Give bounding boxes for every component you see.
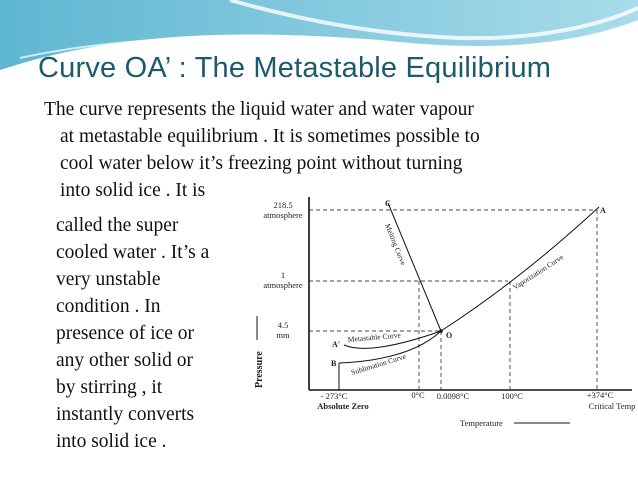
body-line: cool water below it’s freezing point wit…	[60, 153, 463, 174]
metastable-curve	[343, 330, 442, 349]
label-0-0098c: 0.0098°C	[437, 391, 470, 401]
label-1: 1	[281, 270, 285, 280]
body-line: The curve represents the liquid water an…	[44, 99, 474, 120]
body-line: instantly converts	[56, 404, 195, 425]
body-line: very unstable	[56, 269, 161, 290]
label-218-5: 218.5	[273, 200, 292, 210]
label-atmosphere: atmosphere	[263, 280, 302, 290]
slide-title: Curve OA’ : The Metastable Equilibrium	[38, 52, 552, 84]
label-100c: 100°C	[501, 391, 523, 401]
triple-point	[439, 329, 443, 333]
body-line: by stirring , it	[56, 377, 163, 398]
label-374c: +374°C	[587, 390, 614, 400]
label-4-5: 4.5	[278, 320, 289, 330]
label-minus-273c: - 273°C	[321, 391, 348, 401]
body-line: called the super	[56, 215, 179, 236]
temperature-axis-label: Temperature	[460, 418, 503, 428]
label-mm: mm	[276, 330, 290, 340]
label-atmosphere: atmosphere	[263, 210, 302, 220]
body-line: into solid ice . It is	[60, 180, 206, 201]
header-wave-decoration	[0, 0, 638, 70]
vaporization-curve	[440, 206, 600, 332]
point-a: A	[600, 206, 606, 215]
point-o: O	[446, 331, 452, 340]
point-b: B	[331, 359, 337, 368]
body-line: any other solid or	[56, 350, 194, 371]
label-critical-temp: Critical Temp	[589, 401, 636, 411]
point-a-prime: A'	[332, 340, 340, 349]
body-line: into solid ice .	[56, 431, 167, 452]
body-line: presence of ice or	[56, 323, 195, 344]
label-absolute-zero: Absolute Zero	[317, 401, 369, 411]
sublimation-curve	[338, 330, 442, 364]
pressure-axis-label: Pressure	[254, 351, 265, 388]
melting-curve	[387, 202, 442, 332]
point-c: C	[385, 199, 391, 208]
body-line: cooled water . It’s a	[56, 242, 210, 263]
body-line: at metastable equilibrium . It is someti…	[60, 126, 480, 147]
label-0c: 0°C	[411, 390, 425, 400]
body-line: condition . In	[56, 296, 161, 317]
